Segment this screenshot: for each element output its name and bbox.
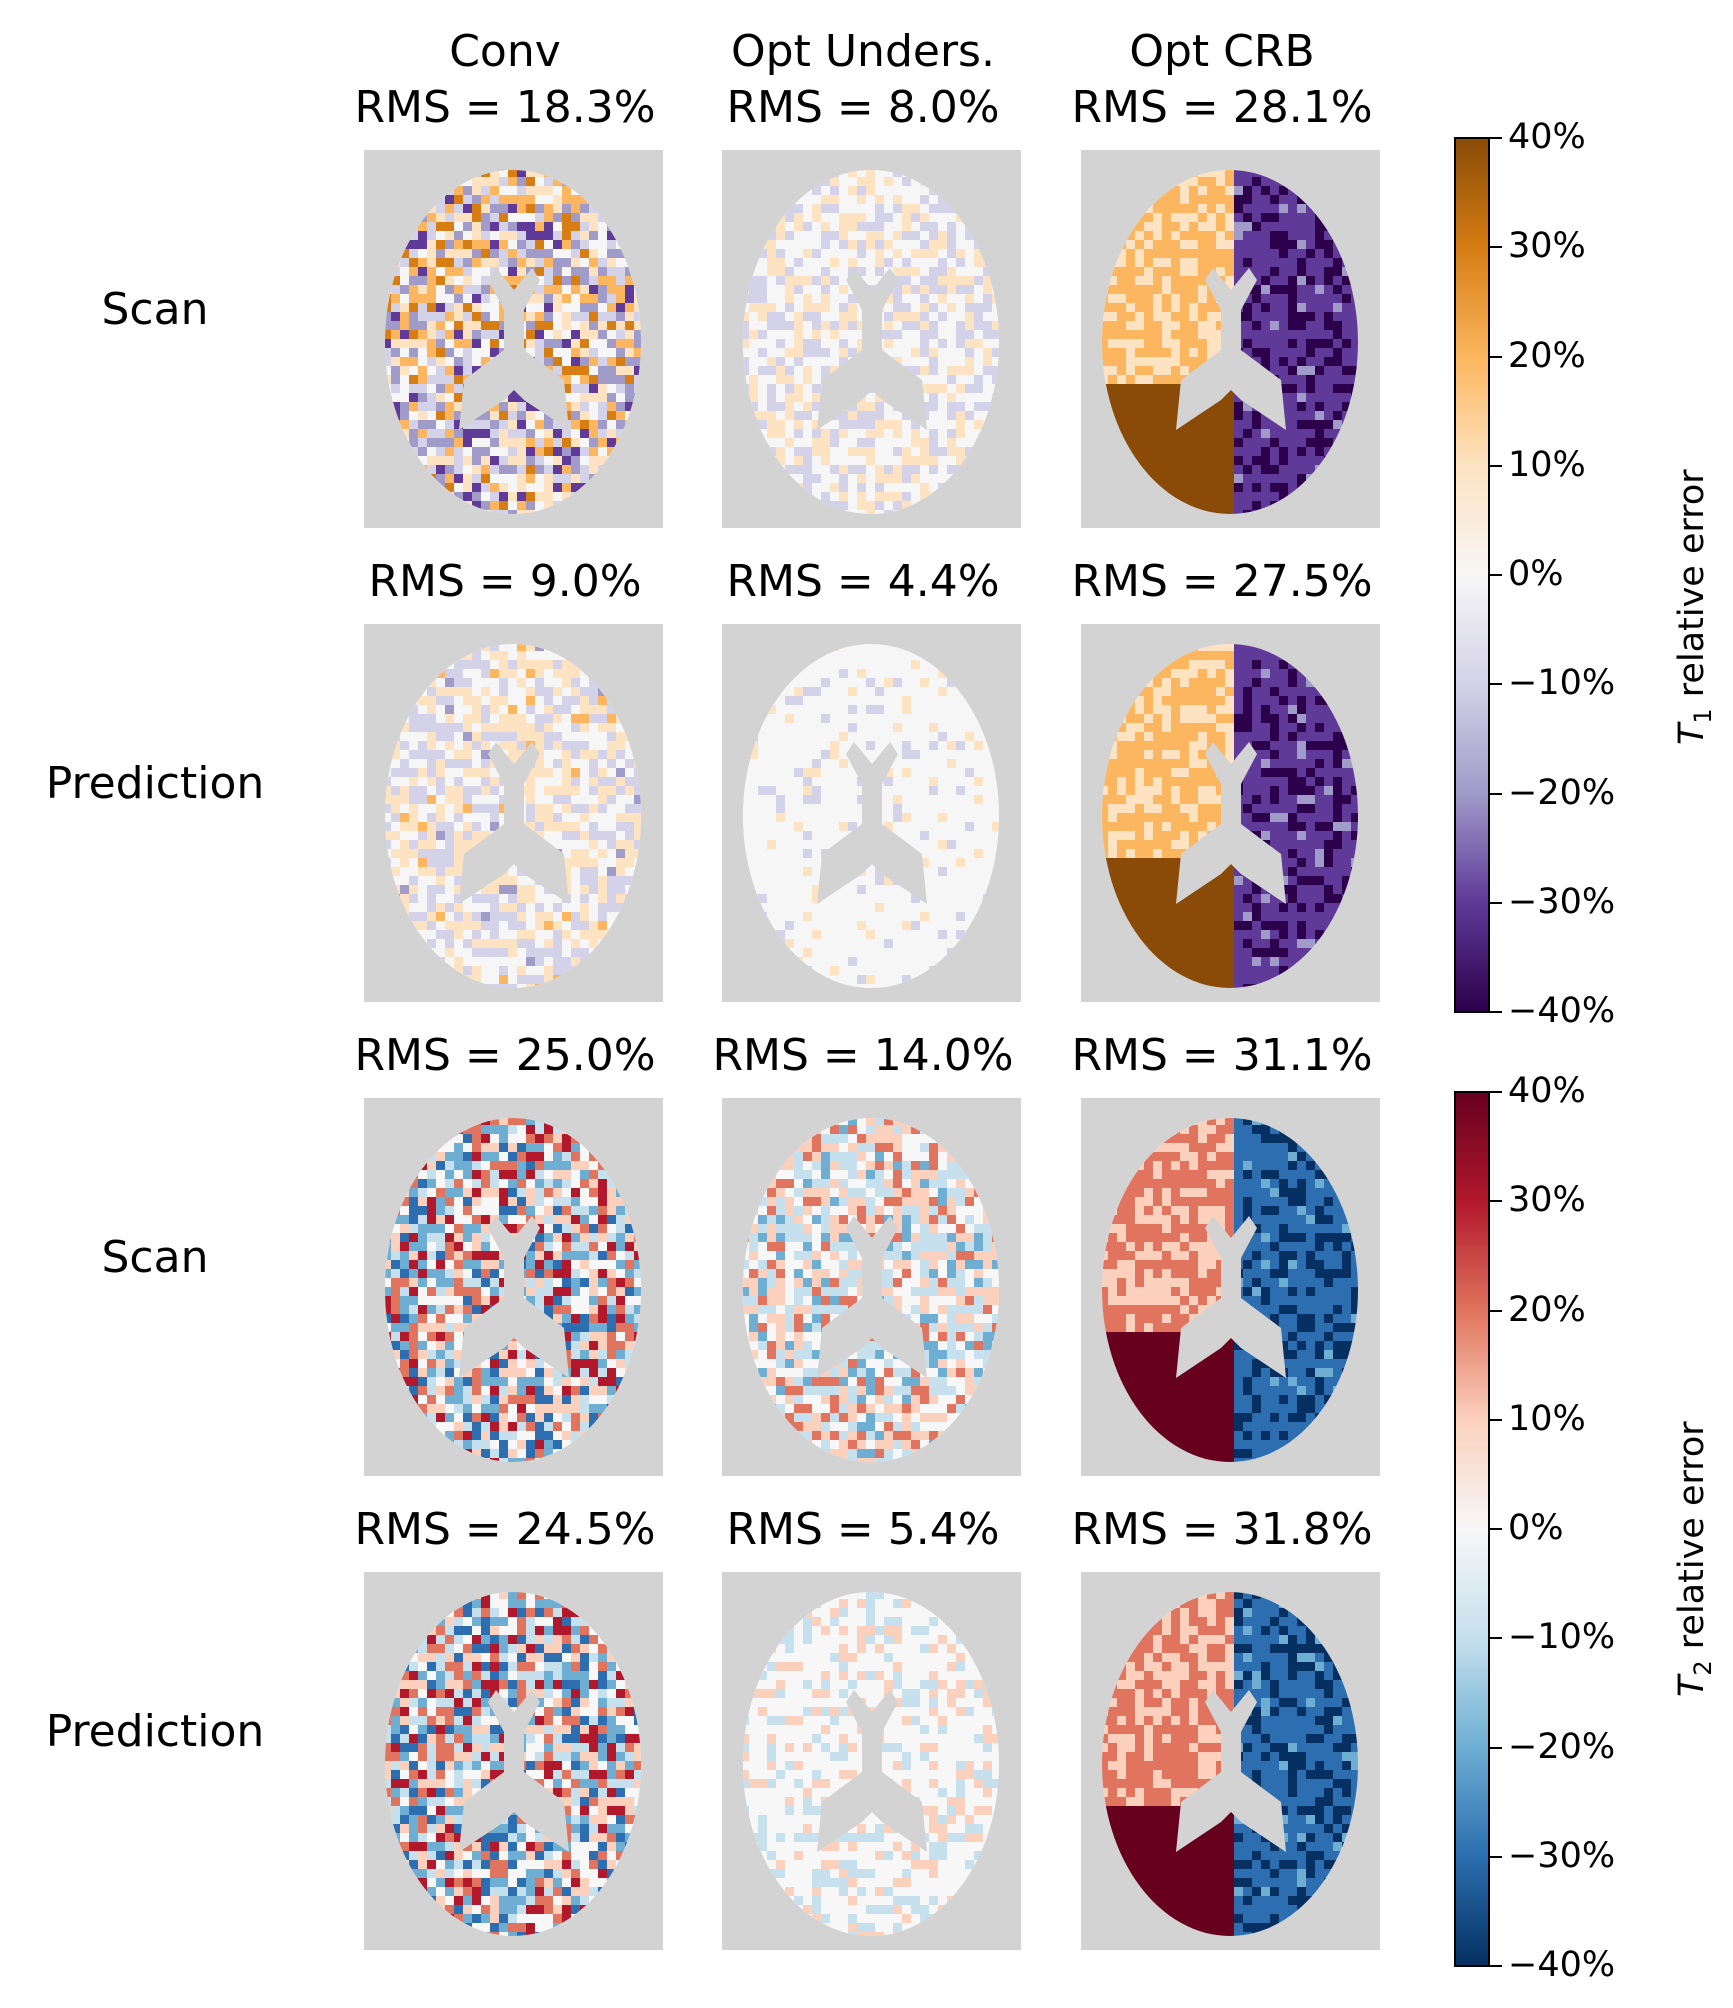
colorbar-tick (1490, 901, 1502, 904)
colorbar-tick-label: −10% (1508, 1617, 1616, 1658)
t2-subscript: 2 (1689, 1660, 1717, 1676)
t2-colorbar-label: T2 relative error (1672, 1421, 1717, 1697)
t1-colorbar-label: T1 relative error (1672, 469, 1717, 745)
brain-error-map (385, 1118, 641, 1462)
t2-colorbar (1454, 1091, 1490, 1967)
brain-error-map (743, 1592, 999, 1936)
colorbar-tick (1490, 1200, 1502, 1203)
brain-map-t1-prediction-opt-unders (722, 624, 1021, 1002)
colorbar-tick (1490, 355, 1502, 358)
colorbar-tick-label: −20% (1508, 772, 1616, 813)
colorbar-tick-label: −40% (1508, 991, 1616, 1031)
brain-map-t2-prediction-conv (364, 1572, 663, 1950)
brain-map-t2-scan-conv (364, 1098, 663, 1476)
rms-label: RMS = 31.8% (1071, 1504, 1373, 1555)
colorbar-tick-label: −20% (1508, 1726, 1616, 1767)
brain-error-map (743, 644, 999, 988)
rms-label: RMS = 8.0% (726, 82, 1000, 133)
t2-label-suffix: relative error (1672, 1421, 1712, 1661)
brain-error-map (743, 1118, 999, 1462)
colorbar-tick-label: −10% (1508, 663, 1616, 704)
colorbar-tick-label: 40% (1508, 1071, 1586, 1111)
col-title-opt-crb: Opt CRB (1129, 26, 1315, 77)
colorbar-tick (1490, 246, 1502, 249)
brain-error-map (1102, 644, 1358, 988)
rms-label: RMS = 18.3% (354, 82, 656, 133)
rms-label: RMS = 31.1% (1071, 1030, 1373, 1081)
rms-label: RMS = 27.5% (1071, 556, 1373, 607)
colorbar-tick (1490, 1855, 1502, 1858)
col-title-conv: Conv (449, 26, 561, 77)
brain-error-map (385, 644, 641, 988)
colorbar-tick-label: −30% (1508, 1835, 1616, 1876)
row-label-t1-prediction: Prediction (45, 758, 265, 809)
brain-error-map (1102, 170, 1358, 514)
colorbar-tick-label: 30% (1508, 1180, 1586, 1221)
rms-label: RMS = 24.5% (354, 1504, 656, 1555)
colorbar-tick (1490, 464, 1502, 467)
brain-error-map (1102, 1592, 1358, 1936)
t1-subscript: 1 (1689, 708, 1717, 724)
brain-map-t1-prediction-opt-crb (1081, 624, 1380, 1002)
colorbar-tick (1490, 1091, 1502, 1093)
t1-label-suffix: relative error (1672, 469, 1712, 709)
colorbar-tick (1490, 574, 1502, 576)
rms-label: RMS = 28.1% (1071, 82, 1373, 133)
brain-error-map (385, 1592, 641, 1936)
brain-error-map (385, 170, 641, 514)
colorbar-tick (1490, 1528, 1502, 1530)
colorbar-tick-label: −40% (1508, 1945, 1616, 1985)
brain-map-t1-scan-opt-unders (722, 150, 1021, 528)
brain-error-map (743, 170, 999, 514)
col-title-opt-unders: Opt Unders. (731, 26, 995, 77)
colorbar-tick (1490, 137, 1502, 139)
brain-map-t2-scan-opt-unders (722, 1098, 1021, 1476)
rms-label: RMS = 4.4% (726, 556, 1000, 607)
colorbar-tick-label: 20% (1508, 335, 1586, 376)
rms-label: RMS = 5.4% (726, 1504, 1000, 1555)
colorbar-tick (1490, 1309, 1502, 1312)
colorbar-tick (1490, 792, 1502, 795)
colorbar-tick-label: 30% (1508, 226, 1586, 267)
row-label-t1-scan: Scan (101, 284, 209, 335)
colorbar-tick (1490, 1637, 1502, 1640)
colorbar-tick-label: 0% (1508, 554, 1564, 594)
colorbar-tick-label: 10% (1508, 444, 1586, 485)
brain-map-t2-prediction-opt-crb (1081, 1572, 1380, 1950)
rms-label: RMS = 25.0% (354, 1030, 656, 1081)
brain-map-t1-prediction-conv (364, 624, 663, 1002)
colorbar-tick (1490, 1418, 1502, 1421)
colorbar-tick-label: −30% (1508, 881, 1616, 922)
row-label-t2-scan: Scan (101, 1232, 209, 1283)
brain-map-t2-prediction-opt-unders (722, 1572, 1021, 1950)
colorbar-tick (1490, 1011, 1502, 1013)
colorbar-tick (1490, 1965, 1502, 1967)
rms-label: RMS = 14.0% (712, 1030, 1014, 1081)
colorbar-tick-label: 20% (1508, 1289, 1586, 1330)
colorbar-tick-label: 10% (1508, 1398, 1586, 1439)
colorbar-tick (1490, 683, 1502, 686)
colorbar-tick (1490, 1746, 1502, 1749)
brain-map-t1-scan-conv (364, 150, 663, 528)
brain-error-map (1102, 1118, 1358, 1462)
t1-colorbar (1454, 137, 1490, 1013)
brain-map-t2-scan-opt-crb (1081, 1098, 1380, 1476)
rms-label: RMS = 9.0% (368, 556, 642, 607)
colorbar-tick-label: 0% (1508, 1508, 1564, 1548)
brain-map-t1-scan-opt-crb (1081, 150, 1380, 528)
row-label-t2-prediction: Prediction (45, 1706, 265, 1757)
colorbar-tick-label: 40% (1508, 117, 1586, 157)
